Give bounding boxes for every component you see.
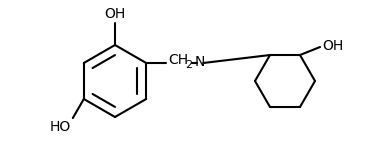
- Text: 2: 2: [185, 60, 192, 70]
- Text: OH: OH: [104, 7, 126, 21]
- Text: HO: HO: [50, 120, 71, 134]
- Text: N: N: [195, 55, 206, 69]
- Text: OH: OH: [322, 39, 343, 53]
- Text: CH: CH: [168, 53, 188, 67]
